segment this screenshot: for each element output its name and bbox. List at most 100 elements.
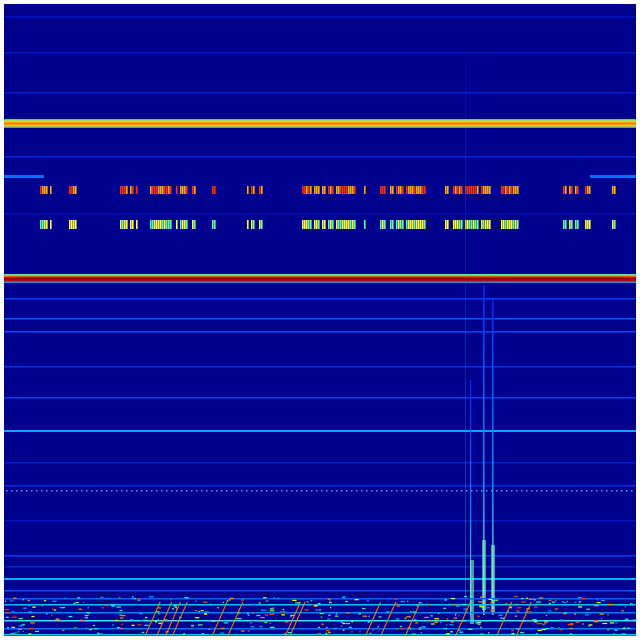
burst-upper <box>569 186 571 194</box>
dot <box>41 490 43 492</box>
noise <box>362 615 368 617</box>
noise <box>326 633 329 635</box>
noise <box>489 609 495 611</box>
noise <box>463 603 466 606</box>
noise <box>578 601 582 603</box>
dot <box>346 490 348 492</box>
noise <box>327 598 331 600</box>
burst-upper <box>168 186 170 194</box>
noise <box>184 597 189 599</box>
noise <box>329 607 332 609</box>
noise <box>119 617 124 619</box>
spectral-line <box>4 397 636 399</box>
noise <box>449 624 454 626</box>
burst-upper <box>398 186 400 194</box>
noise <box>396 605 401 607</box>
dot <box>631 490 633 492</box>
dot <box>81 490 83 492</box>
spectral-line <box>4 331 636 333</box>
burst-upper <box>459 186 461 194</box>
burst-upper <box>328 186 330 194</box>
noise <box>20 604 23 607</box>
burst-lower <box>352 220 354 229</box>
burst-upper <box>124 186 126 194</box>
burst-lower <box>330 220 332 229</box>
burst-lower <box>75 220 77 229</box>
dot <box>341 490 343 492</box>
noise <box>430 615 433 617</box>
chirp <box>455 601 471 637</box>
burst-lower <box>513 220 515 229</box>
noise <box>158 622 163 624</box>
burst-upper <box>324 186 326 194</box>
noise <box>359 631 361 633</box>
noise <box>490 602 493 604</box>
noise <box>317 626 320 629</box>
burst-lower <box>342 220 344 229</box>
dot <box>611 490 613 492</box>
chirp <box>156 601 173 637</box>
noise <box>555 600 557 602</box>
noise <box>367 621 370 623</box>
noise <box>62 629 65 632</box>
vertical-highlight <box>482 540 486 610</box>
burst-upper <box>614 186 616 194</box>
noise <box>156 611 160 613</box>
noise <box>119 609 123 612</box>
dot <box>301 490 303 492</box>
burst-upper <box>308 186 310 194</box>
burst-lower <box>350 220 352 229</box>
noise <box>247 630 251 632</box>
burst-lower <box>398 220 400 229</box>
noise <box>479 633 485 635</box>
burst-upper <box>314 186 316 194</box>
noise <box>73 602 76 605</box>
dot <box>151 490 153 492</box>
burst-upper <box>392 186 394 194</box>
burst-upper <box>612 186 614 194</box>
noise <box>51 608 54 610</box>
burst-lower <box>180 220 182 229</box>
noise <box>264 621 268 624</box>
burst-lower <box>585 220 587 229</box>
vertical-highlight <box>491 545 495 613</box>
burst-lower <box>422 220 424 229</box>
noise <box>220 632 225 634</box>
burst-lower <box>469 220 471 229</box>
dot <box>581 490 583 492</box>
burst-upper <box>342 186 344 194</box>
burst-lower <box>475 220 477 229</box>
spectral-line <box>4 366 636 368</box>
noise <box>258 602 261 604</box>
noise <box>31 615 35 618</box>
burst-lower <box>505 220 507 229</box>
noise <box>520 631 525 634</box>
dot <box>491 490 493 492</box>
noise <box>85 627 87 629</box>
noise <box>466 620 471 622</box>
burst-lower <box>164 220 166 229</box>
noise <box>540 604 544 606</box>
burst-upper <box>469 186 471 194</box>
noise <box>137 598 141 600</box>
dot <box>281 490 283 492</box>
burst-upper <box>338 186 340 194</box>
burst-lower <box>44 220 46 229</box>
noise <box>546 614 548 617</box>
dot <box>261 490 263 492</box>
noise <box>431 623 435 625</box>
noise <box>452 604 458 606</box>
noise <box>443 607 447 609</box>
vertical-component <box>492 300 494 615</box>
dot <box>531 490 533 492</box>
spectrogram-layers <box>4 16 637 637</box>
dot <box>356 490 358 492</box>
burst-upper <box>517 186 519 194</box>
noise <box>28 611 33 613</box>
spectral-line <box>4 175 44 178</box>
burst-lower <box>212 220 214 229</box>
noise <box>415 622 419 624</box>
burst-lower <box>310 220 312 229</box>
dot <box>621 490 623 492</box>
burst-upper <box>577 186 579 194</box>
